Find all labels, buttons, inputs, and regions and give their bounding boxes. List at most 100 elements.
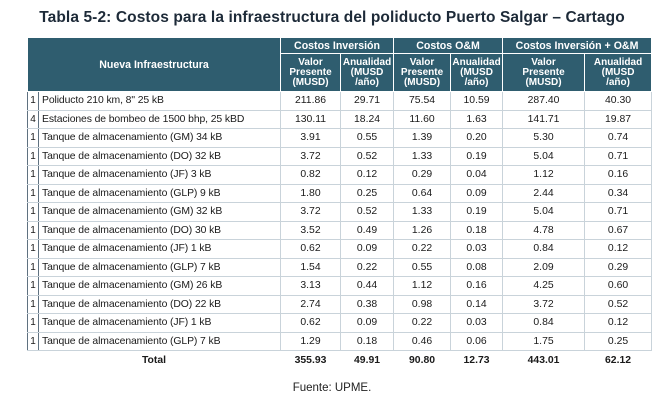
cell-om-anual: 0.19	[450, 202, 504, 222]
cell-inv-vp: 130.11	[280, 110, 342, 129]
cell-om-anual: 0.04	[450, 165, 504, 185]
cell-tot-vp: 5.04	[502, 147, 586, 166]
cell-inv-vp: 3.72	[280, 147, 342, 166]
cell-tot-anual: 0.29	[584, 258, 653, 277]
row-quantity: 4	[27, 110, 39, 129]
cell-om-anual: 0.03	[450, 313, 504, 333]
header-group-total: Costos Inversión + O&M	[502, 37, 653, 54]
total-tot-vp: 443.01	[527, 354, 560, 366]
cell-tot-vp: 2.44	[502, 184, 586, 203]
subheader-line: Valor	[298, 56, 323, 68]
subheader-line: (MUSD	[601, 66, 635, 78]
subheader-line: Presente	[522, 66, 565, 78]
cell-inv-vp: 0.62	[280, 239, 342, 259]
cell-inv-anual: 0.18	[340, 332, 395, 351]
row-quantity: 1	[27, 313, 39, 333]
cell-tot-anual: 0.67	[584, 221, 653, 240]
cell-om-anual: 0.03	[450, 239, 504, 259]
table-row: 1 Tanque de almacenamiento (GM) 26 kB 3.13…	[27, 276, 653, 296]
cell-om-anual: 0.14	[450, 295, 504, 314]
cell-inv-vp: 3.52	[280, 221, 342, 240]
row-infrastructure-name: Tanque de almacenamiento (GLP) 7 kB	[38, 332, 282, 351]
cell-tot-vp: 1.12	[502, 165, 586, 185]
row-infrastructure-name: Tanque de almacenamiento (DO) 30 kB	[38, 221, 282, 240]
table-row: 4 Estaciones de bombeo de 1500 bhp, 25 kB…	[27, 110, 653, 129]
cell-om-vp: 0.29	[393, 165, 452, 185]
subheader-line: /año)	[464, 76, 489, 88]
row-quantity: 1	[27, 258, 39, 277]
row-infrastructure-name: Tanque de almacenamiento (JF) 3 kB	[38, 165, 282, 185]
subheader-line: Valor	[409, 56, 435, 68]
table-row: 1 Tanque de almacenamiento (DO) 32 kB 3.72…	[27, 147, 653, 166]
cell-inv-vp: 2.74	[280, 295, 342, 314]
cell-inv-anual: 0.44	[340, 276, 395, 296]
row-quantity: 1	[27, 332, 39, 351]
row-quantity: 1	[27, 295, 39, 314]
row-infrastructure-name: Tanque de almacenamiento (GLP) 7 kB	[38, 258, 282, 277]
subheader-line: Anualidad	[342, 56, 392, 68]
subheader-inv-anual: Anualidad (MUSD/año)	[340, 53, 395, 92]
cell-om-vp: 11.60	[393, 110, 452, 129]
cell-tot-anual: 40.30	[584, 91, 653, 111]
table-row: 1 Tanque de almacenamiento (GLP) 7 kB 1.54…	[27, 258, 653, 277]
cost-table: Nueva Infraestructura Costos Inversión C…	[26, 37, 653, 370]
cell-tot-anual: 0.52	[584, 295, 653, 314]
cell-tot-vp: 287.40	[502, 91, 586, 111]
table-row: 1 Poliducto 210 km, 8" 25 kB 211.86 29.71 75…	[27, 91, 653, 111]
cell-om-anual: 0.20	[450, 128, 504, 148]
cell-om-vp: 1.33	[393, 202, 452, 222]
row-infrastructure-name: Estaciones de bombeo de 1500 bhp, 25 kBD	[38, 110, 282, 129]
subheader-tot-anual: Anualidad (MUSD/año)	[584, 53, 653, 92]
cell-om-anual: 0.19	[450, 147, 504, 166]
row-quantity: 1	[27, 147, 39, 166]
subheader-line: (MUSD	[460, 66, 493, 78]
subheader-line: /año)	[355, 76, 379, 88]
cell-inv-vp: 1.54	[280, 258, 342, 277]
cell-om-vp: 0.64	[393, 184, 452, 203]
cell-tot-vp: 4.78	[502, 221, 586, 240]
total-inv-vp: 355.93	[294, 354, 327, 366]
source-note: Fuente: UPME.	[292, 382, 372, 394]
row-quantity: 1	[27, 239, 39, 259]
cell-tot-vp: 5.30	[502, 128, 586, 148]
cell-inv-anual: 0.22	[340, 258, 395, 277]
cell-inv-vp: 0.62	[280, 313, 342, 333]
subheader-line: /año)	[606, 76, 630, 88]
row-quantity: 1	[27, 202, 39, 222]
cell-inv-vp: 211.86	[280, 91, 342, 111]
subheader-line: Anualidad	[593, 56, 643, 68]
row-quantity: 1	[27, 184, 39, 203]
cell-inv-anual: 29.71	[340, 91, 395, 111]
cell-om-vp: 0.22	[393, 239, 452, 259]
table-row: 1 Tanque de almacenamiento (DO) 30 kB 3.52…	[27, 221, 653, 240]
subheader-tot-vp: Valor Presente (MUSD)	[502, 53, 586, 92]
row-quantity: 1	[27, 221, 39, 240]
cell-inv-anual: 0.38	[340, 295, 395, 314]
header-infra: Nueva Infraestructura	[26, 37, 282, 92]
cell-inv-anual: 0.49	[340, 221, 395, 240]
table-header: Nueva Infraestructura Costos Inversión C…	[26, 37, 653, 92]
cell-tot-vp: 2.09	[502, 258, 586, 277]
cell-om-vp: 1.33	[393, 147, 452, 166]
cell-tot-anual: 0.60	[584, 276, 653, 296]
row-quantity: 1	[27, 165, 39, 185]
total-om-anual: 12.73	[463, 354, 490, 366]
row-infrastructure-name: Tanque de almacenamiento (GM) 26 kB	[38, 276, 282, 296]
cell-inv-anual: 0.25	[340, 184, 395, 203]
cell-tot-anual: 0.16	[584, 165, 653, 185]
cell-om-vp: 75.54	[393, 91, 452, 111]
table-row: 1 Tanque de almacenamiento (GLP) 9 kB 1.80…	[27, 184, 653, 203]
cell-tot-vp: 3.72	[502, 295, 586, 314]
header-group-om: Costos O&M	[393, 37, 504, 54]
cell-tot-vp: 141.71	[502, 110, 586, 129]
row-infrastructure-name: Tanque de almacenamiento (JF) 1 kB	[38, 313, 282, 333]
cell-inv-anual: 0.09	[340, 313, 395, 333]
row-quantity: 1	[27, 128, 39, 148]
total-row: Total 355.93 49.91 90.80 12.73 443.01 62.12	[28, 351, 652, 370]
header-group-inversion: Costos Inversión	[280, 37, 395, 54]
cell-om-anual: 0.18	[450, 221, 504, 240]
cell-tot-anual: 0.71	[584, 202, 653, 222]
cell-om-vp: 1.39	[393, 128, 452, 148]
total-inv-anual: 49.91	[354, 354, 381, 366]
row-quantity: 1	[27, 276, 39, 296]
